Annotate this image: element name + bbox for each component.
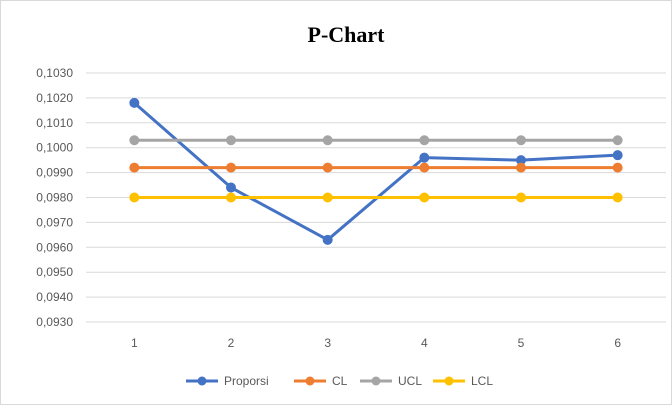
data-point-ucl xyxy=(226,135,236,146)
data-point-lcl xyxy=(226,192,236,203)
chart-title: P-Chart xyxy=(308,22,386,47)
data-point-ucl xyxy=(322,135,333,146)
series-line-proporsi xyxy=(132,101,620,242)
data-point-lcl xyxy=(612,192,623,203)
series-lines xyxy=(129,97,623,245)
legend-item-proporsi: Proporsi xyxy=(186,374,269,388)
x-tick-label: 4 xyxy=(421,336,428,350)
legend-swatch-marker xyxy=(305,376,315,386)
legend: Proporsi CL UCL LCL xyxy=(186,374,493,388)
data-point-cl xyxy=(516,162,526,173)
x-tick-label: 3 xyxy=(324,336,331,350)
x-tick-label: 6 xyxy=(614,336,621,350)
data-point-lcl xyxy=(322,192,333,203)
data-point-proporsi xyxy=(322,234,333,245)
y-tick-label: 0,0970 xyxy=(36,215,73,229)
y-tick-label: 0,1030 xyxy=(36,66,73,80)
data-point-lcl xyxy=(516,192,526,203)
y-tick-label: 0,0930 xyxy=(36,315,73,329)
data-point-cl xyxy=(129,162,140,173)
y-tick-label: 0,1000 xyxy=(36,141,73,155)
data-point-ucl xyxy=(419,135,430,146)
y-tick-label: 0,0980 xyxy=(36,191,73,205)
legend-item-cl: CL xyxy=(294,374,348,388)
data-point-cl xyxy=(322,162,333,173)
y-tick-label: 0,0960 xyxy=(36,240,73,254)
data-point-lcl xyxy=(129,192,140,203)
x-axis-ticks: 1 2 3 4 5 6 xyxy=(131,336,621,350)
x-tick-label: 2 xyxy=(228,336,235,350)
data-point-proporsi xyxy=(612,150,623,161)
header-strip xyxy=(0,0,672,3)
legend-item-ucl: UCL xyxy=(360,374,422,388)
legend-swatch-marker xyxy=(444,376,454,386)
data-point-ucl xyxy=(129,135,140,146)
legend-label: UCL xyxy=(398,374,422,388)
y-tick-label: 0,1020 xyxy=(36,91,73,105)
legend-item-lcl: LCL xyxy=(433,374,493,388)
x-tick-label: 5 xyxy=(518,336,525,350)
data-point-proporsi xyxy=(226,182,236,193)
data-point-proporsi xyxy=(129,97,140,108)
legend-label: Proporsi xyxy=(224,374,269,388)
legend-label: LCL xyxy=(471,374,493,388)
data-point-ucl xyxy=(516,135,526,146)
y-tick-label: 0,0940 xyxy=(36,290,73,304)
data-point-lcl xyxy=(419,192,430,203)
legend-swatch-marker xyxy=(197,376,207,386)
y-tick-label: 0,0990 xyxy=(36,166,73,180)
data-point-cl xyxy=(419,162,430,173)
y-tick-label: 0,0950 xyxy=(36,265,73,279)
y-tick-label: 0,1010 xyxy=(36,116,73,130)
x-tick-label: 1 xyxy=(131,336,138,350)
legend-swatch-marker xyxy=(371,376,381,386)
y-axis-ticks: 0,0930 0,0940 0,0950 0,0960 0,0970 0,0980 0,09… xyxy=(36,66,73,329)
data-point-proporsi xyxy=(419,152,430,163)
legend-label: CL xyxy=(332,374,348,388)
data-point-ucl xyxy=(612,135,623,146)
data-point-cl xyxy=(226,162,236,173)
data-point-cl xyxy=(612,162,623,173)
